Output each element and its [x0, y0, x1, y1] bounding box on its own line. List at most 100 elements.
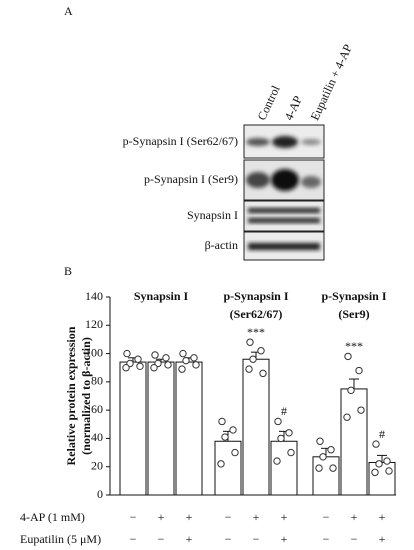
western-blot	[243, 124, 325, 261]
bar	[340, 388, 368, 496]
error-bar	[377, 454, 387, 463]
lane-label: Control	[255, 83, 283, 123]
data-point	[315, 464, 323, 472]
treatment-sign: +	[351, 510, 358, 524]
error-bar	[349, 378, 359, 389]
y-tick-label: 100	[85, 345, 103, 359]
data-point	[229, 426, 237, 434]
data-point	[123, 349, 131, 358]
group-title: p-Synapsin I	[321, 289, 386, 303]
bar	[368, 461, 396, 496]
y-tick-label: 20	[91, 458, 103, 472]
panel-label: B	[64, 264, 72, 278]
data-point	[249, 355, 257, 363]
treatment-label: 4-AP (1 mM)	[20, 510, 85, 524]
group-title: Synapsin I	[134, 289, 189, 303]
treatment-label: Eupatilin (5 μM)	[20, 532, 101, 546]
group-title: p-Synapsin I	[223, 289, 288, 303]
data-point	[344, 352, 352, 361]
significance: ***	[247, 325, 265, 339]
treatment-sign: −	[351, 532, 358, 546]
band	[246, 172, 270, 188]
data-point	[245, 365, 253, 373]
treatment-sign: −	[323, 532, 330, 546]
data-point	[343, 413, 351, 421]
data-point	[178, 365, 186, 373]
data-point	[150, 364, 158, 372]
treatment-sign: −	[130, 510, 137, 524]
data-point	[190, 354, 198, 362]
y-tick-label: 80	[91, 374, 103, 388]
data-point	[329, 464, 337, 472]
data-point	[357, 406, 365, 414]
data-point	[273, 457, 281, 465]
lane-label: Eupatilin + 4-AP	[308, 42, 356, 123]
significance: ***	[345, 339, 363, 353]
band	[301, 176, 321, 188]
significance: #	[379, 427, 385, 441]
data-point	[231, 448, 239, 457]
band	[246, 138, 270, 146]
treatment-sign: +	[281, 532, 288, 546]
data-point	[179, 349, 187, 358]
data-point	[246, 338, 254, 346]
data-point	[277, 434, 285, 443]
treatment-sign: +	[379, 510, 386, 524]
row-label: Synapsin I	[187, 208, 238, 222]
data-point	[151, 351, 159, 359]
data-point	[182, 356, 190, 365]
treatment-sign: −	[323, 510, 330, 524]
data-point	[385, 467, 393, 475]
data-point	[383, 457, 391, 465]
y-tick-label: 40	[91, 430, 103, 444]
data-point	[217, 460, 225, 468]
treatment-sign: +	[253, 510, 260, 524]
treatment-sign: +	[281, 510, 288, 524]
treatment-sign: +	[186, 532, 193, 546]
treatment-sign: +	[379, 532, 386, 546]
data-point	[221, 433, 229, 441]
group-title: (Ser62/67)	[230, 307, 283, 321]
data-point	[319, 453, 327, 461]
row-label: p-Synapsin I (Ser62/67)	[123, 134, 238, 148]
treatment-sign: −	[158, 532, 165, 546]
bar	[214, 440, 242, 496]
data-point	[218, 417, 226, 426]
bar	[312, 456, 340, 496]
data-point	[287, 448, 295, 457]
treatment-sign: −	[130, 532, 137, 546]
y-axis-label: (normalized to β-actin)	[79, 337, 93, 455]
bar	[175, 361, 203, 496]
band	[271, 169, 299, 191]
band	[248, 243, 320, 250]
data-point	[257, 347, 265, 355]
bar	[119, 361, 147, 496]
treatment-sign: −	[225, 510, 232, 524]
y-tick-label: 60	[91, 402, 103, 416]
data-point	[327, 446, 335, 454]
data-point	[274, 417, 282, 426]
data-point	[372, 440, 380, 448]
significance: #	[281, 404, 287, 418]
row-label: β-actin	[205, 238, 238, 252]
blot-box	[243, 200, 325, 232]
data-point	[355, 366, 363, 375]
band	[248, 218, 320, 223]
panel-label: A	[64, 4, 73, 18]
row-label: p-Synapsin I (Ser9)	[144, 172, 238, 186]
data-point	[162, 354, 170, 362]
data-point	[259, 369, 267, 378]
lane-label: 4-AP	[282, 93, 306, 122]
y-tick-label: 120	[85, 317, 103, 331]
data-point	[285, 429, 293, 437]
data-point	[347, 386, 355, 395]
data-point	[316, 437, 324, 445]
band	[248, 208, 320, 213]
data-point	[192, 361, 200, 369]
y-tick-label: 0	[97, 487, 103, 501]
data-point	[371, 468, 379, 477]
data-point	[136, 362, 144, 370]
band	[301, 139, 321, 145]
bar	[242, 358, 270, 496]
